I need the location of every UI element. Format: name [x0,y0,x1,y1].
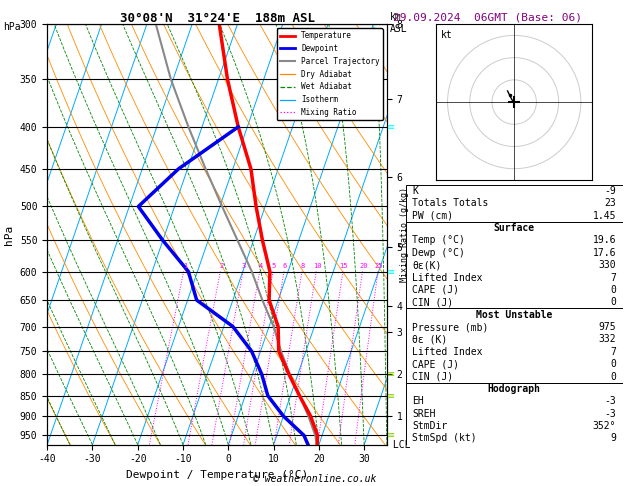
Y-axis label: hPa: hPa [4,225,14,244]
Text: 332: 332 [599,334,616,345]
Text: -9: -9 [604,186,616,196]
Text: 4: 4 [259,262,263,269]
Text: 6: 6 [283,262,287,269]
Text: Surface: Surface [494,223,535,233]
Text: 1.45: 1.45 [593,210,616,221]
Bar [406,383,623,445]
Text: hPa: hPa [3,22,21,32]
Text: Most Unstable: Most Unstable [476,310,552,320]
Text: CIN (J): CIN (J) [412,297,454,307]
Text: -3: -3 [604,409,616,419]
Text: 23: 23 [604,198,616,208]
Text: 30°08'N  31°24'E  188m ASL: 30°08'N 31°24'E 188m ASL [120,12,314,25]
Text: EH: EH [412,397,424,406]
Text: -3: -3 [604,397,616,406]
Text: Pressure (mb): Pressure (mb) [412,322,489,332]
Text: ≡: ≡ [387,122,396,132]
Text: θε (K): θε (K) [412,334,447,345]
Text: Lifted Index: Lifted Index [412,347,482,357]
Text: StmSpd (kt): StmSpd (kt) [412,434,477,444]
Text: Mixing Ratio (g/kg): Mixing Ratio (g/kg) [400,187,409,282]
Text: ≡: ≡ [387,266,396,277]
Text: 7: 7 [610,273,616,282]
Text: 330: 330 [599,260,616,270]
Text: ≡: ≡ [387,369,396,379]
Text: 10: 10 [313,262,321,269]
Text: 0: 0 [610,285,616,295]
Text: 7: 7 [610,347,616,357]
Bar [406,309,623,383]
Text: Dewp (°C): Dewp (°C) [412,248,465,258]
Text: ≡: ≡ [387,431,396,440]
Text: 15: 15 [340,262,348,269]
Text: 0: 0 [610,359,616,369]
Text: CIN (J): CIN (J) [412,372,454,382]
Text: ≡: ≡ [387,391,396,401]
Text: SREH: SREH [412,409,436,419]
Text: Lifted Index: Lifted Index [412,273,482,282]
Text: 0: 0 [610,372,616,382]
Text: Hodograph: Hodograph [487,384,541,394]
Text: 2: 2 [220,262,223,269]
Text: StmDir: StmDir [412,421,447,431]
Text: 9: 9 [610,434,616,444]
Text: 8: 8 [301,262,305,269]
Text: 17.6: 17.6 [593,248,616,258]
Bar [406,222,623,309]
Text: 25: 25 [375,262,383,269]
Text: K: K [412,186,418,196]
Text: 1: 1 [182,262,187,269]
X-axis label: Dewpoint / Temperature (°C): Dewpoint / Temperature (°C) [126,470,308,480]
Text: LCL: LCL [387,440,410,450]
Text: Totals Totals: Totals Totals [412,198,489,208]
Text: 29.09.2024  06GMT (Base: 06): 29.09.2024 06GMT (Base: 06) [393,12,582,22]
Text: km
ASL: km ASL [390,12,408,34]
Text: Temp (°C): Temp (°C) [412,235,465,245]
Text: PW (cm): PW (cm) [412,210,454,221]
Text: CAPE (J): CAPE (J) [412,359,459,369]
Text: 0: 0 [610,297,616,307]
Legend: Temperature, Dewpoint, Parcel Trajectory, Dry Adiabat, Wet Adiabat, Isotherm, Mi: Temperature, Dewpoint, Parcel Trajectory… [277,28,383,120]
Text: 19.6: 19.6 [593,235,616,245]
Text: 352°: 352° [593,421,616,431]
Text: 20: 20 [359,262,367,269]
Bar [406,185,623,222]
Text: 975: 975 [599,322,616,332]
Text: θε(K): θε(K) [412,260,442,270]
Text: © weatheronline.co.uk: © weatheronline.co.uk [253,473,376,484]
Text: CAPE (J): CAPE (J) [412,285,459,295]
Text: 3: 3 [242,262,246,269]
Text: 5: 5 [272,262,276,269]
Text: kt: kt [441,30,453,40]
